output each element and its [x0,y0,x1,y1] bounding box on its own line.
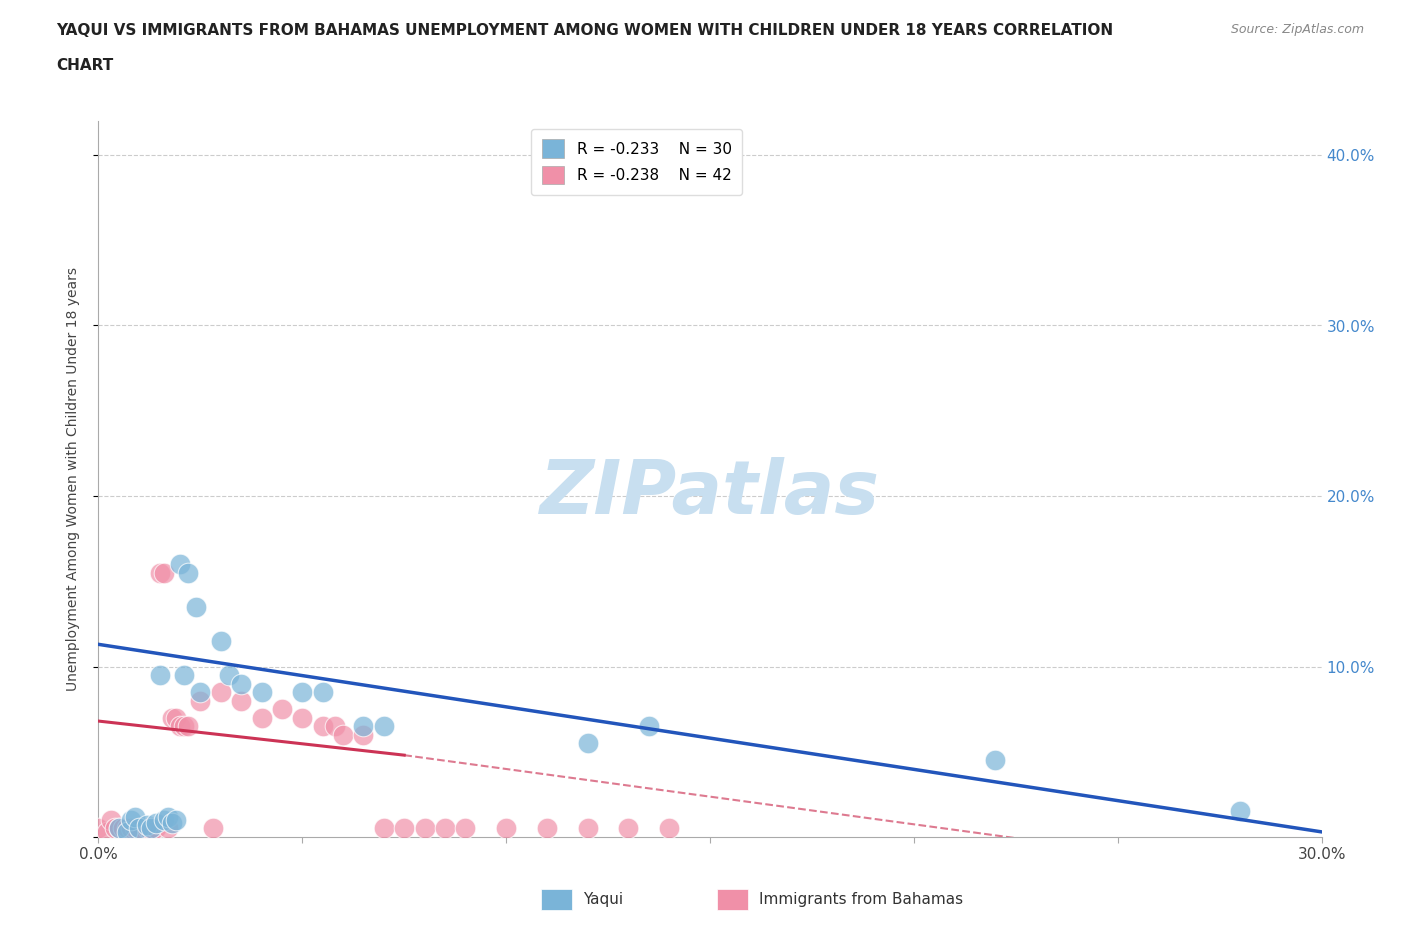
Point [177,719,200,734]
Point [231,693,253,708]
Point [152,565,174,580]
Point [165,711,187,725]
Point [638,719,661,734]
Point [250,684,273,699]
Point [169,557,191,572]
Point [115,825,138,840]
Point [124,821,146,836]
Point [128,821,150,836]
Point [169,719,191,734]
Point [434,821,457,836]
Point [312,719,335,734]
Point [984,753,1007,768]
Y-axis label: Unemployment Among Women with Children Under 18 years: Unemployment Among Women with Children U… [66,267,80,691]
Point [152,813,174,828]
Point [373,719,395,734]
Point [218,668,240,683]
Point [141,821,163,836]
Point [209,684,232,699]
Point [250,711,273,725]
Point [576,736,599,751]
Point [104,821,127,836]
Point [141,825,163,840]
Point [149,565,172,580]
Point [658,821,681,836]
Point [160,816,183,830]
Point [186,600,208,615]
Point [87,821,110,836]
Point [576,821,599,836]
Point [392,821,416,836]
Point [352,727,374,742]
Point [156,809,179,824]
Point [536,821,558,836]
Text: Yaqui: Yaqui [583,892,624,907]
Point [352,719,374,734]
Point [270,702,294,717]
Point [165,813,187,828]
Point [373,821,395,836]
Point [160,711,183,725]
Legend: R = -0.233    N = 30, R = -0.238    N = 42: R = -0.233 N = 30, R = -0.238 N = 42 [531,128,742,195]
Text: ZIPatlas: ZIPatlas [540,457,880,530]
Point [323,719,346,734]
Text: CHART: CHART [56,58,114,73]
Text: Immigrants from Bahamas: Immigrants from Bahamas [759,892,963,907]
Point [108,821,131,836]
Point [120,813,142,828]
Point [617,821,640,836]
Point [312,684,335,699]
Point [111,821,134,836]
Point [100,813,122,828]
Point [120,821,142,836]
Point [108,821,131,836]
Point [124,809,146,824]
Point [231,676,253,691]
Point [188,693,212,708]
Point [291,684,314,699]
Point [115,821,138,836]
Point [454,821,477,836]
Point [145,816,167,830]
Point [495,821,517,836]
Point [332,727,354,742]
Point [145,821,167,836]
Point [136,821,159,836]
Point [156,821,179,836]
Text: Source: ZipAtlas.com: Source: ZipAtlas.com [1230,23,1364,36]
Point [136,817,159,832]
Point [1229,804,1251,819]
Point [209,633,232,648]
Point [413,821,436,836]
Point [96,825,118,840]
Point [188,684,212,699]
Text: YAQUI VS IMMIGRANTS FROM BAHAMAS UNEMPLOYMENT AMONG WOMEN WITH CHILDREN UNDER 18: YAQUI VS IMMIGRANTS FROM BAHAMAS UNEMPLO… [56,23,1114,38]
Point [173,668,195,683]
Point [173,719,195,734]
Point [177,565,200,580]
Point [128,821,150,836]
Point [149,668,172,683]
Point [291,711,314,725]
Point [201,821,224,836]
